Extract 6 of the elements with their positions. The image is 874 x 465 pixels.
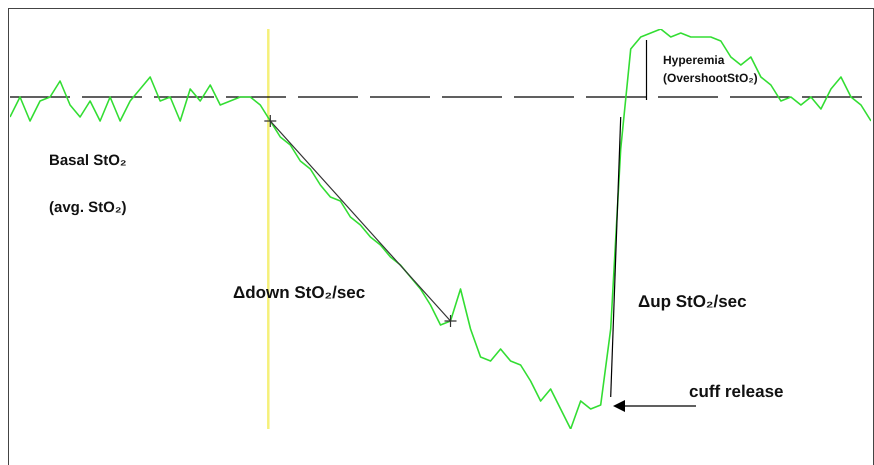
annotation: Δup StO₂/sec — [638, 292, 747, 312]
annotation: (avg. StO₂) — [49, 199, 127, 216]
annotation: (OvershootStO₂) — [663, 71, 758, 85]
annotation: Basal StO₂ — [49, 152, 127, 169]
annotation: Hyperemia — [663, 53, 724, 67]
annotation: cuff release — [689, 382, 784, 402]
